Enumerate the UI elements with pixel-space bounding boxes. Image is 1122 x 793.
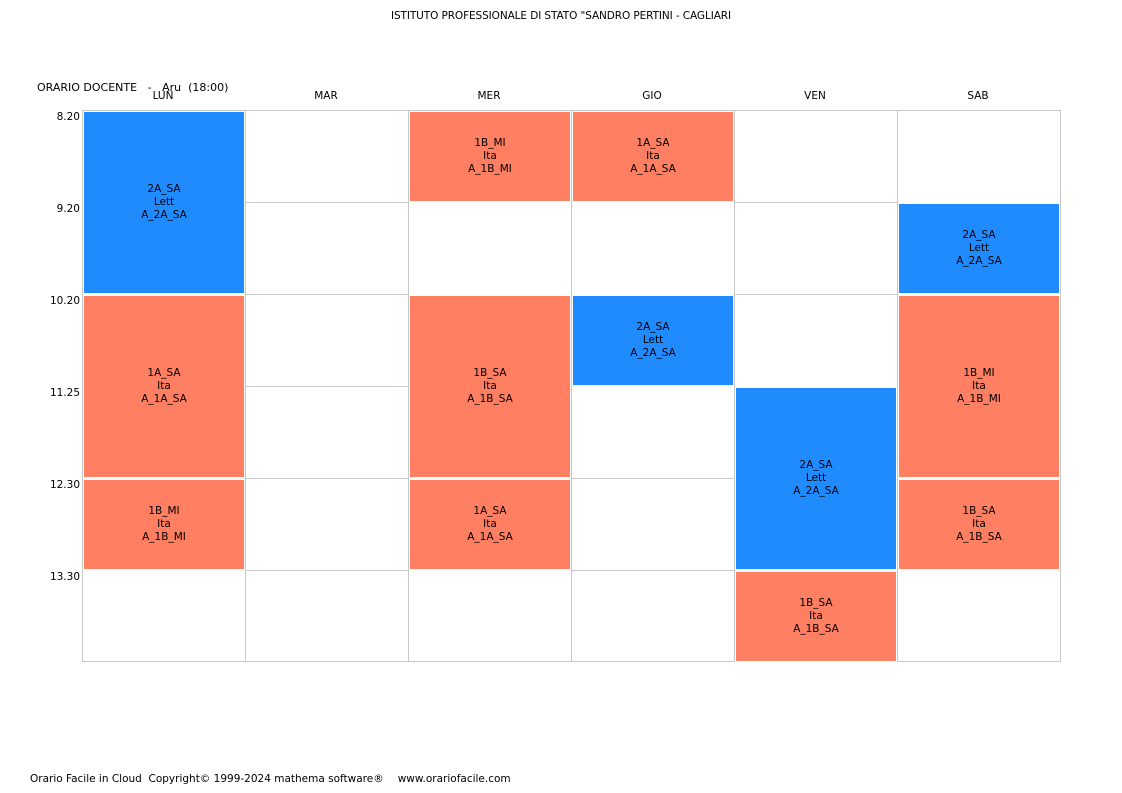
lesson-subject: Ita — [157, 380, 171, 392]
lesson-block[interactable]: 2A_SA Lett A_2A_SA — [898, 203, 1060, 294]
grid-line — [1060, 110, 1061, 662]
day-header-ven: VEN — [804, 90, 826, 102]
lesson-subject: Ita — [809, 610, 823, 622]
lesson-code: A_2A_SA — [141, 209, 187, 221]
day-header-gio: GIO — [642, 90, 662, 102]
grid-line — [734, 202, 897, 203]
grid-line — [245, 478, 408, 479]
lesson-subject: Lett — [805, 472, 827, 484]
lesson-subject: Ita — [646, 150, 660, 162]
lesson-block[interactable]: 1A_SA Ita A_1A_SA — [409, 479, 571, 570]
time-label: 9.20 — [56, 203, 80, 215]
lesson-block[interactable]: 1B_SA Ita A_1B_SA — [409, 295, 571, 478]
day-header-mar: MAR — [314, 90, 338, 102]
footer: Orario Facile in Cloud Copyright© 1999-2… — [30, 773, 511, 785]
lesson-class: 1B_MI — [148, 505, 180, 517]
lesson-code: A_2A_SA — [630, 347, 676, 359]
grid-line — [245, 294, 408, 295]
time-label: 11.25 — [49, 387, 80, 399]
lesson-code: A_1A_SA — [630, 163, 676, 175]
grid-line — [82, 661, 1061, 662]
grid-line — [734, 294, 897, 295]
time-label: 12.30 — [49, 479, 80, 491]
grid-line — [571, 478, 734, 479]
day-header-sab: SAB — [967, 90, 989, 102]
lesson-block[interactable]: 1B_SA Ita A_1B_SA — [898, 479, 1060, 570]
grid-line — [897, 110, 898, 662]
schedule-header: ORARIO DOCENTE - Aru (18:00) — [30, 68, 228, 94]
lesson-class: 1B_SA — [962, 505, 996, 517]
time-label: 13.30 — [49, 571, 80, 583]
lesson-subject: Ita — [972, 380, 986, 392]
teacher-hours: (18:00) — [188, 81, 229, 94]
lesson-class: 2A_SA — [799, 459, 833, 471]
grid-line — [82, 110, 83, 662]
lesson-subject: Ita — [483, 380, 497, 392]
lesson-code: A_2A_SA — [956, 255, 1002, 267]
schedule-label: ORARIO DOCENTE — [37, 81, 138, 94]
grid-line — [245, 202, 408, 203]
lesson-code: A_1B_SA — [793, 623, 839, 635]
copyright-text: Orario Facile in Cloud Copyright© 1999-2… — [30, 773, 384, 785]
time-label: 8.20 — [56, 111, 80, 123]
lesson-code: A_2A_SA — [793, 485, 839, 497]
lesson-class: 1B_SA — [473, 367, 507, 379]
lesson-code: A_1B_MI — [957, 393, 1001, 405]
lesson-class: 2A_SA — [147, 183, 181, 195]
lesson-subject: Ita — [483, 518, 497, 530]
lesson-code: A_1B_SA — [467, 393, 513, 405]
lesson-block[interactable]: 1A_SA Ita A_1A_SA — [572, 111, 734, 202]
grid-line — [408, 110, 409, 662]
lesson-class: 1A_SA — [473, 505, 507, 517]
lesson-subject: Ita — [157, 518, 171, 530]
lesson-code: A_1B_SA — [956, 531, 1002, 543]
lesson-subject: Lett — [642, 334, 664, 346]
lesson-block[interactable]: 2A_SA Lett A_2A_SA — [735, 387, 897, 570]
grid-line — [82, 110, 1061, 111]
school-title: ISTITUTO PROFESSIONALE DI STATO "SANDRO … — [391, 10, 731, 22]
day-header-lun: LUN — [152, 90, 174, 102]
lesson-class: 1B_SA — [799, 597, 833, 609]
lesson-code: A_1B_MI — [468, 163, 512, 175]
lesson-class: 1A_SA — [147, 367, 181, 379]
lesson-block[interactable]: 2A_SA Lett A_2A_SA — [572, 295, 734, 386]
teacher-name: Aru — [162, 81, 182, 94]
grid-line — [245, 386, 408, 387]
grid-line — [571, 570, 734, 571]
header-separator: - — [147, 81, 152, 94]
lesson-class: 2A_SA — [636, 321, 670, 333]
lesson-block[interactable]: 1B_MI Ita A_1B_MI — [409, 111, 571, 202]
time-label: 10.20 — [49, 295, 80, 307]
lesson-code: A_1B_MI — [142, 531, 186, 543]
lesson-class: 1B_MI — [963, 367, 995, 379]
lesson-subject: Lett — [153, 196, 175, 208]
lesson-subject: Lett — [968, 242, 990, 254]
lesson-class: 1B_MI — [474, 137, 506, 149]
lesson-block[interactable]: 1A_SA Ita A_1A_SA — [83, 295, 245, 478]
lesson-code: A_1A_SA — [141, 393, 187, 405]
lesson-subject: Ita — [972, 518, 986, 530]
lesson-block[interactable]: 1B_MI Ita A_1B_MI — [83, 479, 245, 570]
grid-line — [734, 110, 735, 662]
lesson-block[interactable]: 1B_MI Ita A_1B_MI — [898, 295, 1060, 478]
grid-line — [571, 110, 572, 662]
grid-line — [245, 570, 408, 571]
website-link[interactable]: www.orariofacile.com — [397, 773, 511, 785]
lesson-block[interactable]: 2A_SA Lett A_2A_SA — [83, 111, 245, 294]
lesson-subject: Ita — [483, 150, 497, 162]
lesson-block[interactable]: 1B_SA Ita A_1B_SA — [735, 571, 897, 662]
lesson-class: 1A_SA — [636, 137, 670, 149]
lesson-class: 2A_SA — [962, 229, 996, 241]
lesson-code: A_1A_SA — [467, 531, 513, 543]
day-header-mer: MER — [477, 90, 501, 102]
